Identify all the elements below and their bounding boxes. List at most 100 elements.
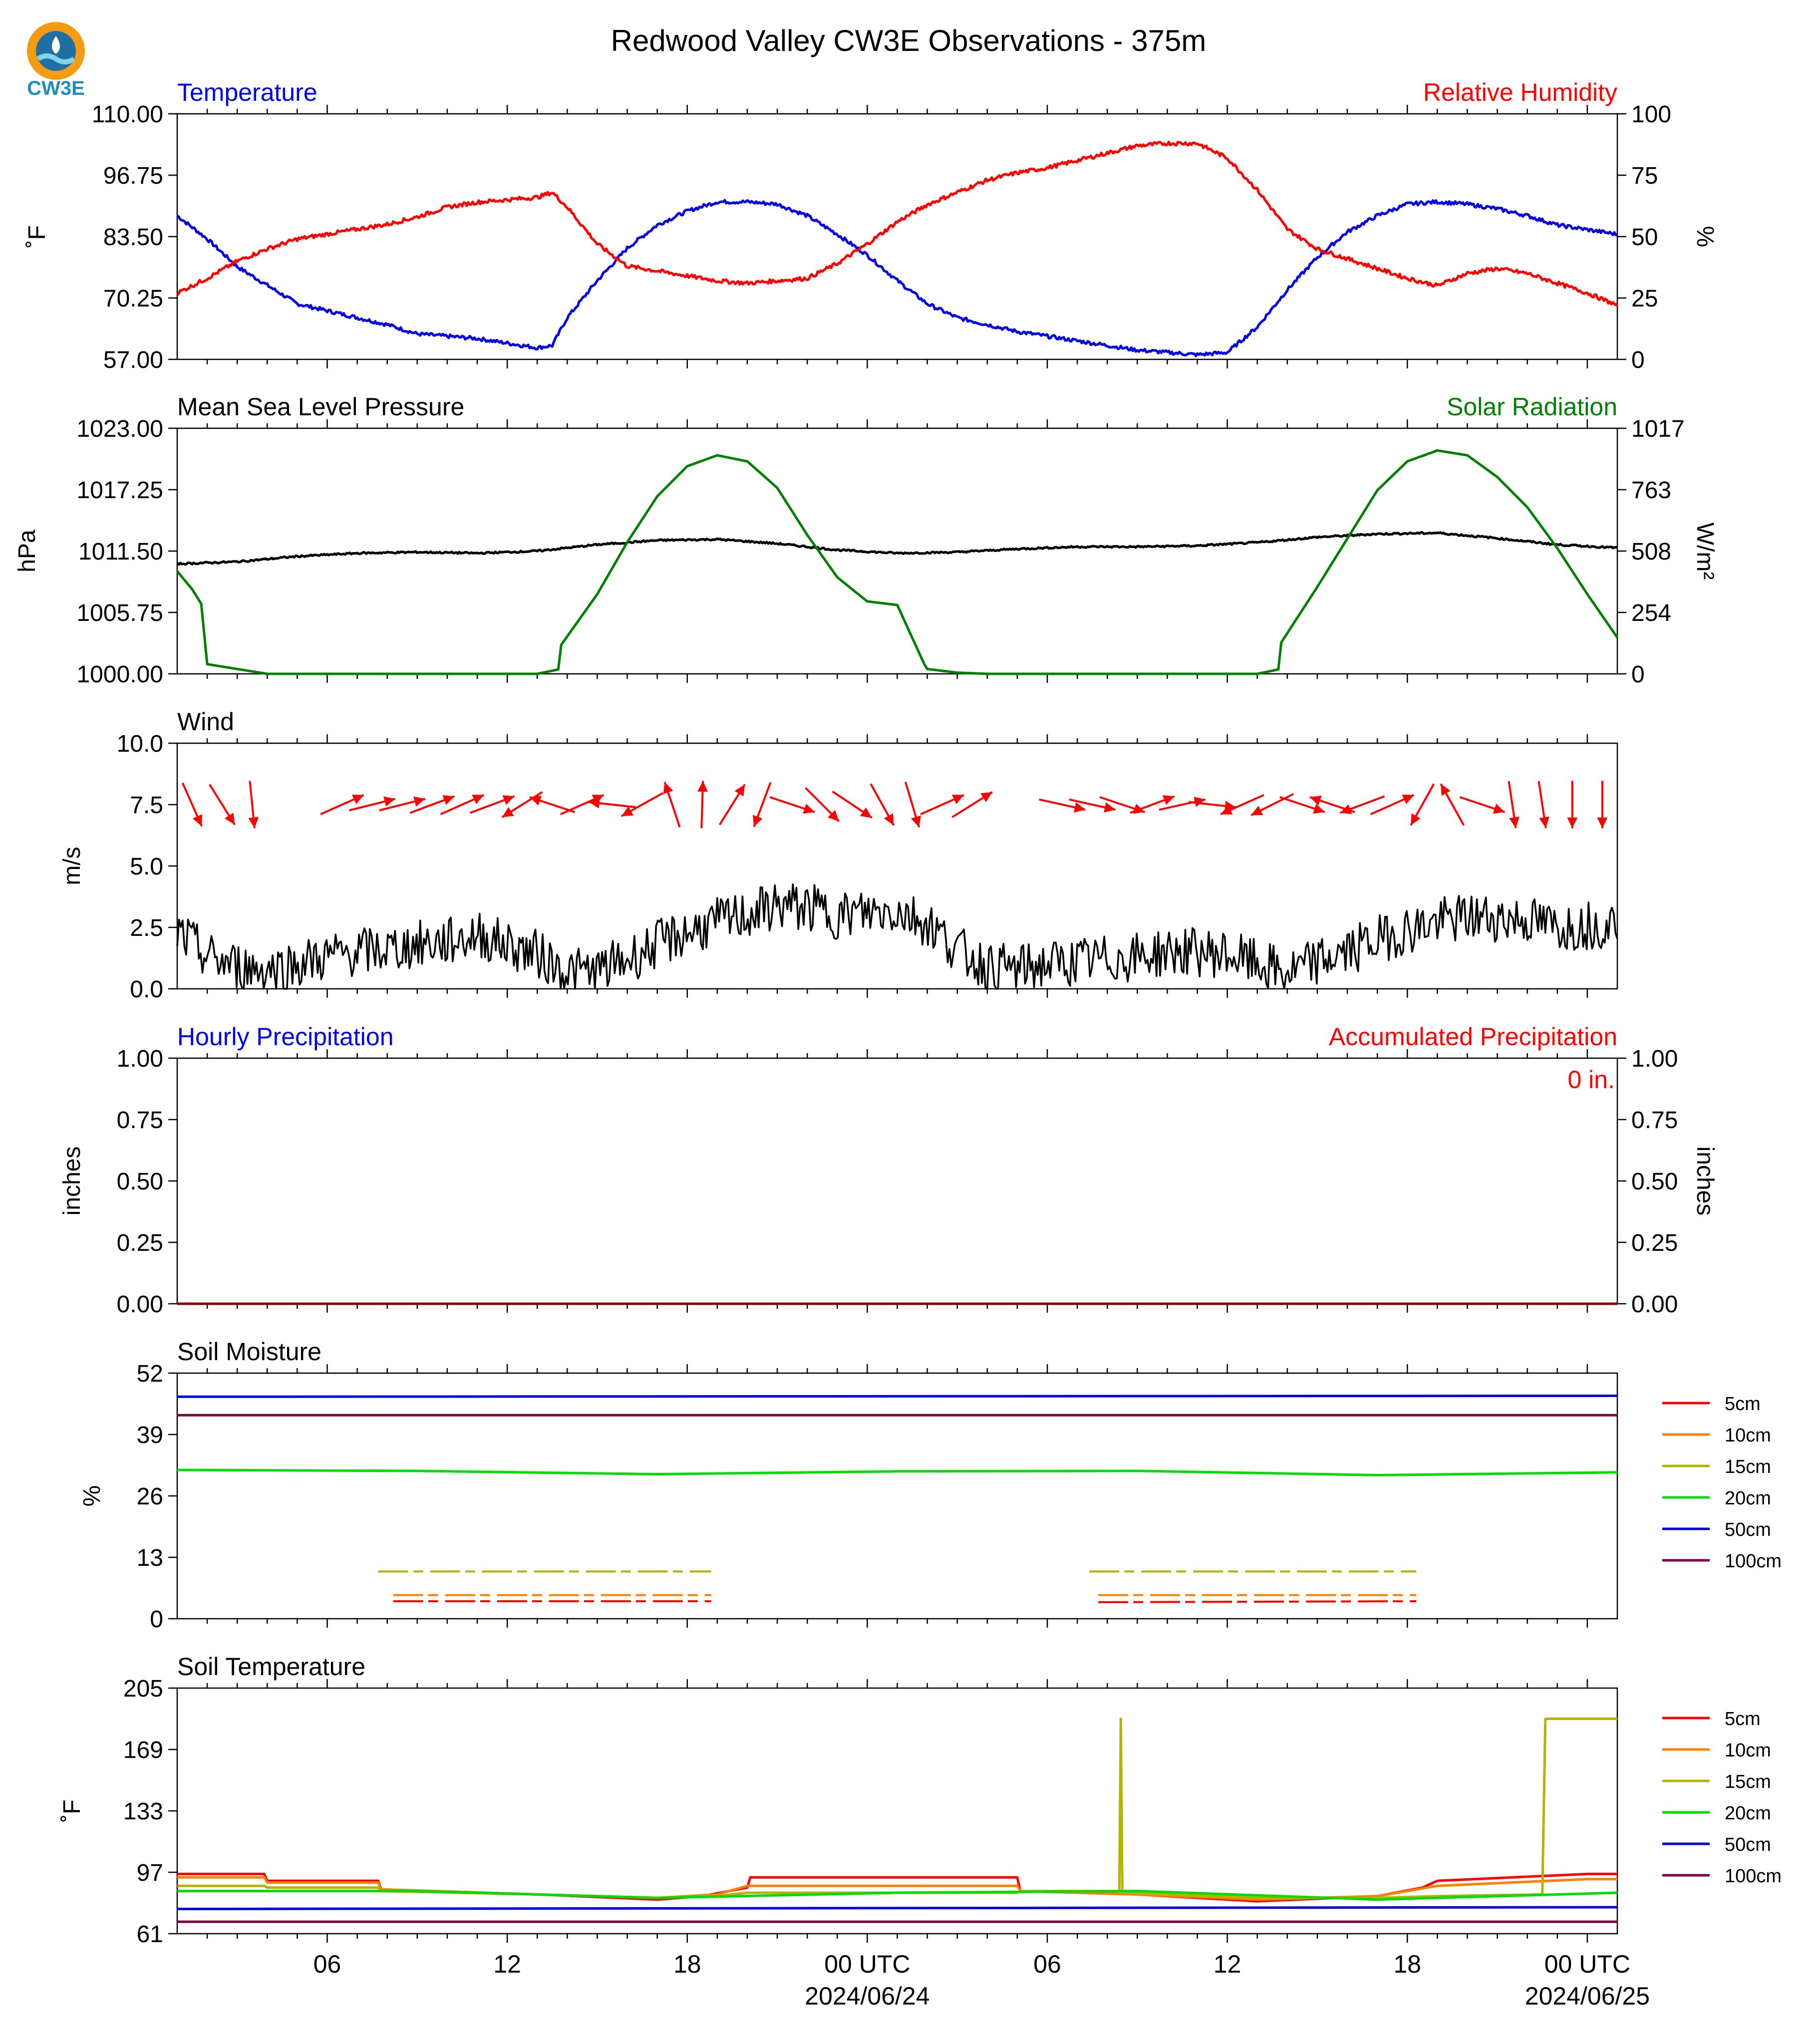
series-15cm [177, 1718, 1617, 1899]
panel-title-left: Temperature [177, 78, 317, 106]
wind-arrow-head [1220, 805, 1233, 815]
wind-arrow [621, 792, 664, 817]
panel-title-left: Hourly Precipitation [177, 1023, 394, 1051]
x-tick-label: 00 UTC [824, 1950, 910, 1978]
y-tick-label-left: 1.00 [117, 1046, 163, 1072]
panel-title-left: Wind [177, 708, 234, 736]
wind-arrow-head [1251, 806, 1263, 816]
wind-arrow-head [351, 794, 364, 805]
wind-arrow [501, 791, 543, 818]
wind-arrow [1279, 796, 1325, 814]
legend-label: 20cm [1725, 1803, 1771, 1824]
wind-arrow [1567, 781, 1578, 829]
y-axis-label-left: inches [59, 1147, 85, 1216]
legend-label: 100cm [1725, 1866, 1782, 1887]
wind-arrow-head [1493, 804, 1505, 814]
panel-3: 0.0 2.5 5.0 7.5 10.0 Wind m/s [59, 708, 1618, 1003]
wind-arrow-head [1162, 795, 1175, 805]
wind-arrow [1159, 797, 1206, 811]
panel-title-left: Soil Temperature [177, 1653, 365, 1681]
logo-drop [52, 36, 60, 54]
series-20cm [177, 1468, 1618, 1476]
y-axis-label-left: ˚F [24, 225, 50, 248]
plots-group: 57.00 70.25 83.50 96.75 110.00 0 25 50 75 100 Temp… [14, 78, 1782, 2010]
wind-arrow-head [621, 806, 634, 817]
wind-arrow [1250, 793, 1294, 817]
wind-arrow [1410, 783, 1435, 826]
wind-arrow [1597, 781, 1608, 829]
panel-title-left: Mean Sea Level Pressure [177, 393, 464, 421]
wind-arrow [1537, 781, 1549, 829]
wind-arrow-head [383, 796, 395, 807]
wind-arrow [349, 796, 396, 812]
wind-arrow [1459, 796, 1506, 814]
y-tick-label-left: 0.75 [117, 1107, 163, 1134]
panel-title-right: Relative Humidity [1423, 78, 1617, 106]
legend-label: 5cm [1725, 1709, 1761, 1730]
panel-frame [176, 1057, 1618, 1305]
wind-arrow [951, 791, 993, 818]
y-axis-label-left: hPa [14, 530, 40, 573]
wind-arrow [753, 782, 772, 828]
y-tick-label-left: 52 [137, 1361, 163, 1387]
y-tick-label-right: 508 [1631, 539, 1671, 565]
wind-arrow [320, 794, 364, 816]
panel-frame [176, 427, 1618, 675]
wind-arrow-head [828, 810, 839, 822]
x-tick-label: 06 [313, 1950, 341, 1978]
wind-arrow [1130, 795, 1175, 814]
y-tick-label-left: 0.0 [130, 976, 163, 1003]
wind-arrow-head [502, 807, 514, 818]
wind-arrow [1039, 798, 1086, 813]
y-tick-label-left: 110.00 [92, 101, 163, 128]
legend-label: 100cm [1725, 1551, 1782, 1572]
y-tick-label-right: 1017 [1631, 416, 1685, 442]
y-tick-label-right: 0.25 [1631, 1230, 1678, 1256]
y-tick-label-right: 25 [1631, 286, 1658, 312]
y-tick-label-left: 0.25 [117, 1230, 163, 1256]
wind-arrow-head [952, 794, 964, 805]
wind-arrow [1220, 794, 1264, 816]
wind-arrow-head [1441, 784, 1451, 796]
x-tick-label: 12 [1213, 1950, 1241, 1978]
y-axis-label-left: m/s [59, 847, 85, 885]
x-tick-label: 06 [1033, 1950, 1061, 1978]
wind-arrow [409, 795, 455, 814]
logo-wave [36, 53, 75, 64]
legend-label: 50cm [1725, 1834, 1771, 1855]
y-tick-label-right: 0 [1631, 661, 1645, 688]
panel-title-right: Solar Radiation [1447, 393, 1617, 421]
y-tick-label-right: 75 [1631, 163, 1658, 189]
series-10cm [177, 1876, 1617, 1901]
wind-arrow-head [697, 781, 708, 792]
wind-arrow-head [860, 807, 872, 818]
wind-arrow [1069, 798, 1116, 813]
wind-arrow-head [1309, 795, 1322, 806]
wind-arrow-head [1194, 797, 1206, 807]
wind-arrow [529, 795, 575, 813]
wind-arrow-head [884, 813, 894, 826]
panel-1: 57.00 70.25 83.50 96.75 110.00 0 25 50 75 100 Temp… [24, 78, 1718, 373]
series-relative-humidity [176, 140, 1618, 306]
wind-arrow [209, 784, 236, 826]
series-20cm [177, 1890, 1618, 1901]
wind-arrow-head [1567, 817, 1578, 829]
wind-arrow-head [1411, 813, 1421, 826]
y-tick-label-left: 0 [150, 1606, 163, 1633]
wind-arrow [469, 795, 515, 814]
legend-label: 50cm [1725, 1519, 1771, 1540]
y-axis-label-left: ˚F [59, 1799, 85, 1822]
legend: 5cm 10cm 15cm 20cm 50cm 100cm [1662, 1394, 1782, 1572]
y-tick-label-left: 0.00 [117, 1291, 163, 1318]
y-axis-label-right: inches [1692, 1147, 1718, 1216]
wind-arrow [440, 794, 485, 816]
wind-arrow-head [502, 795, 515, 805]
wind-arrow [904, 781, 921, 828]
wind-arrow-head [734, 784, 745, 797]
wind-arrow [379, 796, 426, 812]
y-tick-label-right: 254 [1631, 600, 1671, 626]
y-tick-label-right: 0.00 [1631, 1291, 1678, 1318]
wind-arrow-head [589, 798, 600, 809]
x-date-label: 2024/06/25 [1525, 1982, 1650, 2010]
wind-arrow-head [413, 796, 425, 807]
